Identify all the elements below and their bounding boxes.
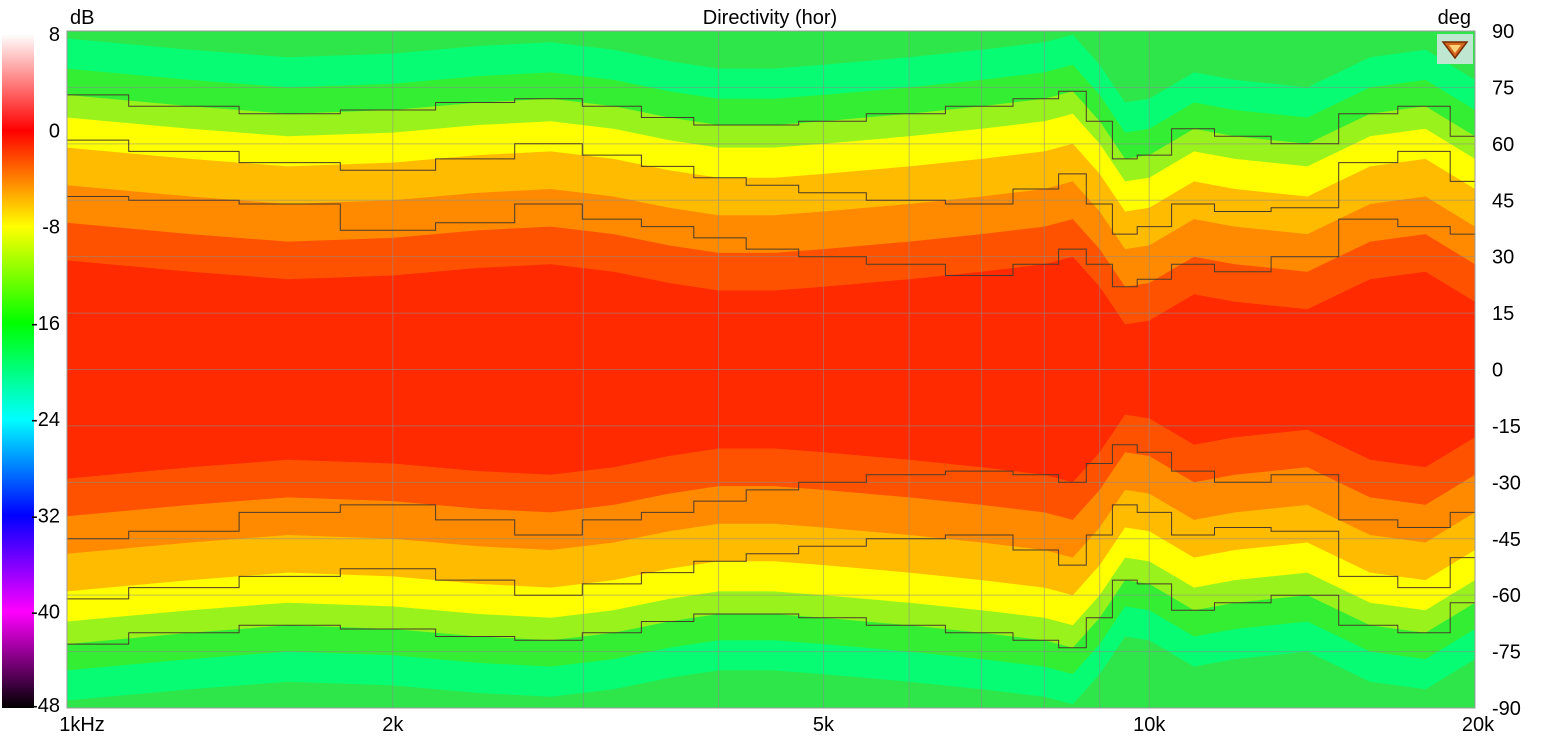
contour-line-upper [67, 90, 1475, 160]
y-tick-label: -15 [1492, 416, 1521, 438]
x-tick-label: 20k [1462, 714, 1495, 736]
contour-line-upper [67, 196, 1475, 288]
colorbar-unit-label: dB [70, 7, 94, 29]
colorbar-tick-label: -40 [31, 602, 60, 624]
colorbar-tick-label: -8 [42, 217, 60, 239]
y-tick-label: -75 [1492, 642, 1521, 664]
y-tick-label: -30 [1492, 472, 1521, 494]
colorbar-tick-label: 8 [49, 24, 60, 46]
y-tick-label: -60 [1492, 585, 1521, 607]
x-tick-label: 5k [813, 714, 835, 736]
y-axis-unit-label: deg [1438, 7, 1471, 29]
contour-line-upper [67, 139, 1475, 235]
colorbar-tick-label: 0 [49, 120, 60, 142]
y-tick-label: 60 [1492, 134, 1514, 156]
colorbar [2, 34, 34, 708]
y-tick-label: 30 [1492, 247, 1514, 269]
colorbar-tick-label: -48 [31, 695, 60, 717]
contour-line-lower [67, 444, 1475, 540]
logo-icon [1437, 34, 1473, 64]
y-tick-label: 75 [1492, 77, 1514, 99]
y-tick-label: 0 [1492, 360, 1503, 382]
y-tick-label: -45 [1492, 529, 1521, 551]
colorbar-tick-label: -32 [31, 505, 60, 527]
x-tick-label: 10k [1133, 714, 1166, 736]
contour-line-lower [67, 579, 1475, 649]
y-tick-label: 90 [1492, 21, 1514, 43]
x-tick-label: 2k [382, 714, 404, 736]
colorbar-tick-label: -16 [31, 313, 60, 335]
y-tick-label: -90 [1492, 698, 1521, 720]
contour-line-lower [67, 504, 1475, 600]
y-tick-label: 15 [1492, 303, 1514, 325]
y-tick-label: 45 [1492, 190, 1514, 212]
heatmap-plot [66, 30, 1476, 709]
chart-title: Directivity (hor) [703, 7, 837, 29]
colorbar-tick-label: -24 [31, 409, 60, 431]
x-tick-label: 1kHz [59, 714, 105, 736]
